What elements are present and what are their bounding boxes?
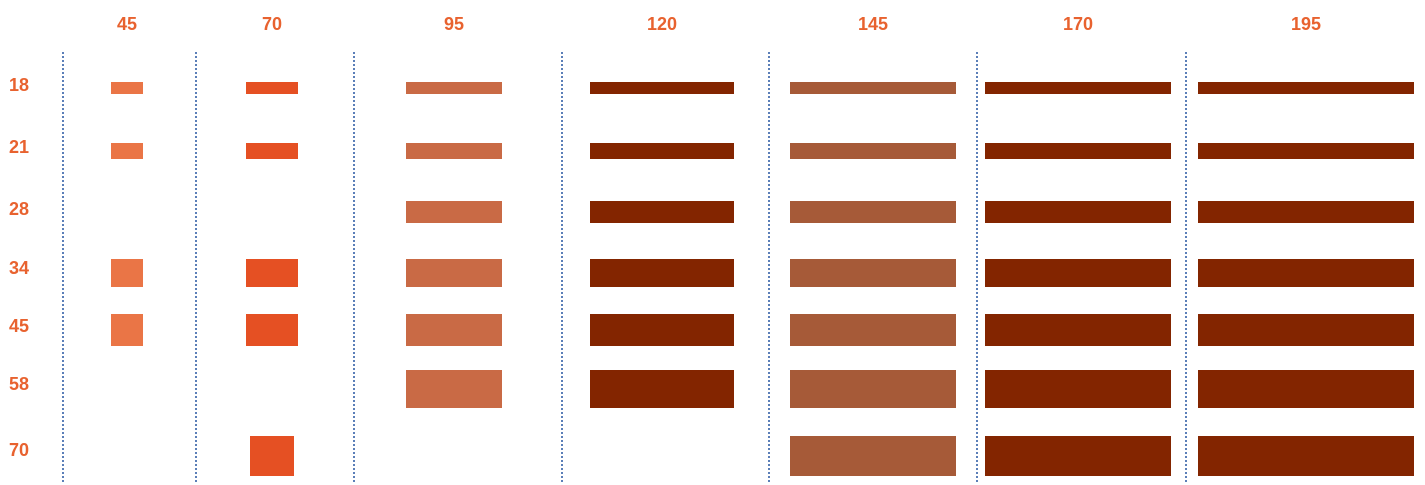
size-block <box>406 314 502 346</box>
size-block <box>1198 259 1414 287</box>
column-divider <box>976 52 978 482</box>
size-block <box>246 82 298 94</box>
column-label: 195 <box>1290 14 1322 34</box>
column-label: 95 <box>443 14 465 34</box>
column-label: 145 <box>857 14 889 34</box>
size-block <box>790 143 956 159</box>
row-label: 45 <box>9 316 30 336</box>
size-block <box>111 314 143 346</box>
column-label: 70 <box>261 14 283 34</box>
size-block <box>246 143 298 159</box>
size-block <box>985 370 1171 408</box>
row-label: 18 <box>9 75 30 95</box>
size-block <box>406 143 502 159</box>
row-label: 21 <box>9 137 30 157</box>
size-block <box>246 314 298 346</box>
row-label: 58 <box>9 374 30 394</box>
size-block <box>790 370 956 408</box>
column-label: 120 <box>646 14 678 34</box>
row-label: 34 <box>9 258 30 278</box>
size-block <box>985 82 1171 94</box>
size-block <box>590 314 734 346</box>
column-divider <box>195 52 197 482</box>
column-label: 170 <box>1062 14 1094 34</box>
column-divider <box>1185 52 1187 482</box>
column-divider <box>353 52 355 482</box>
size-block <box>1198 314 1414 346</box>
size-block <box>590 259 734 287</box>
size-block <box>111 143 143 159</box>
size-block <box>1198 82 1414 94</box>
size-block <box>985 436 1171 476</box>
size-block <box>406 82 502 94</box>
size-block <box>985 143 1171 159</box>
size-block <box>790 436 956 476</box>
size-block <box>406 259 502 287</box>
size-block <box>1198 201 1414 223</box>
size-block <box>985 201 1171 223</box>
size-block <box>406 370 502 408</box>
size-block <box>985 314 1171 346</box>
size-block <box>590 82 734 94</box>
size-block <box>790 201 956 223</box>
size-block <box>1198 370 1414 408</box>
size-block <box>111 82 143 94</box>
size-block <box>590 143 734 159</box>
size-block <box>111 259 143 287</box>
size-block <box>590 370 734 408</box>
column-divider <box>62 52 64 482</box>
size-block <box>790 314 956 346</box>
column-divider <box>768 52 770 482</box>
size-block <box>246 259 298 287</box>
size-block <box>1198 436 1414 476</box>
size-block <box>250 436 294 476</box>
row-label: 70 <box>9 440 30 460</box>
size-block <box>985 259 1171 287</box>
column-divider <box>561 52 563 482</box>
size-block <box>1198 143 1414 159</box>
size-block <box>406 201 502 223</box>
row-label: 28 <box>9 199 30 219</box>
column-label: 45 <box>116 14 138 34</box>
size-block <box>790 82 956 94</box>
size-block <box>790 259 956 287</box>
size-block <box>590 201 734 223</box>
